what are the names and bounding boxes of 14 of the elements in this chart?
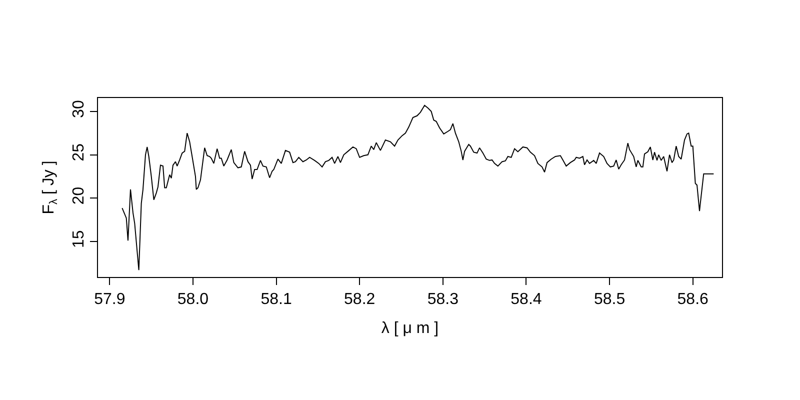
y-tick-label: 25 (70, 143, 88, 162)
y-tick-label: 30 (70, 100, 88, 118)
x-tick-label: 58.5 (594, 291, 626, 308)
y-tick-label: 15 (70, 230, 88, 248)
x-tick-label: 58.0 (177, 291, 209, 308)
x-tick-label: 57.9 (94, 291, 126, 308)
line-series (122, 104, 714, 271)
x-tick-label: 58.4 (510, 291, 542, 308)
y-tick-label: 20 (70, 186, 88, 205)
x-tick-label: 58.6 (677, 291, 709, 308)
x-axis-title: λ [ μ m ] (381, 320, 439, 337)
x-tick-label: 58.2 (344, 291, 376, 308)
x-tick-label: 58.1 (260, 291, 292, 308)
x-tick-label: 58.3 (427, 291, 459, 308)
